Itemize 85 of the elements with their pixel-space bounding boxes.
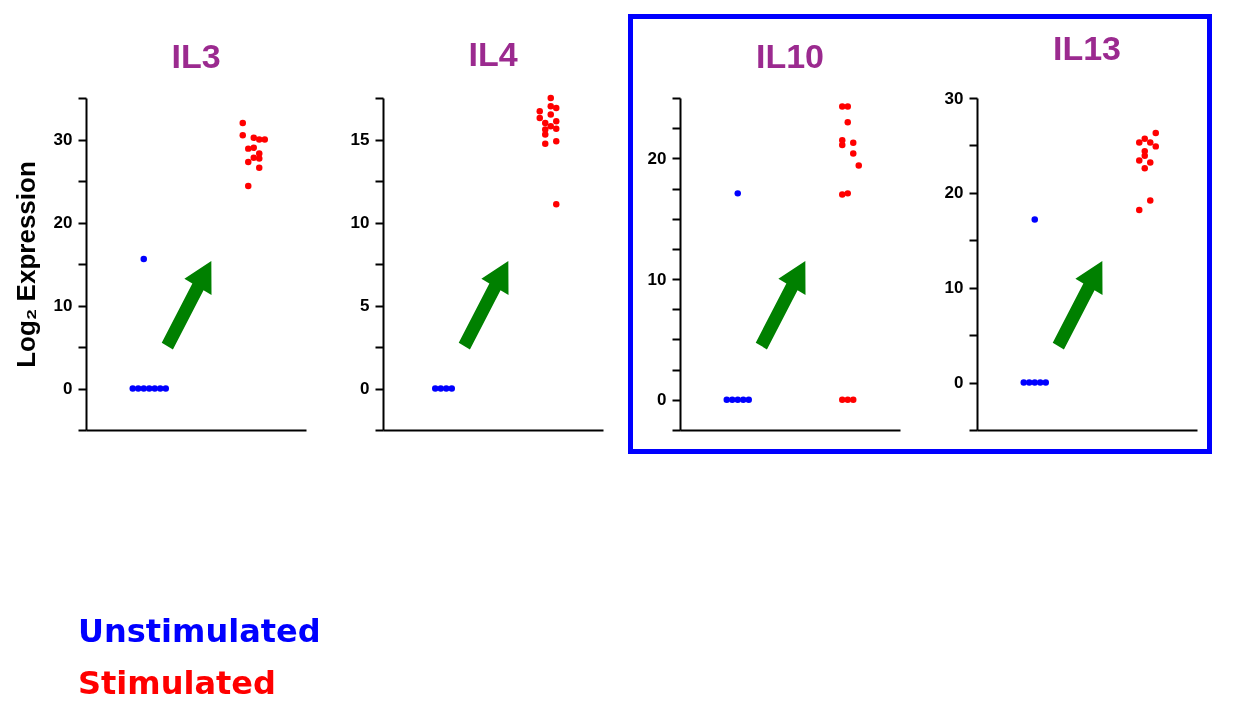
point (239, 119, 246, 127)
point (553, 125, 560, 132)
point (547, 122, 554, 130)
point (1042, 379, 1049, 386)
point (740, 396, 747, 404)
point (250, 154, 257, 161)
y-tick-label: 0 (657, 390, 667, 410)
point (734, 190, 741, 197)
y-tick-label: 10 (350, 213, 370, 232)
chart-title: IL3 (171, 37, 221, 75)
point (536, 108, 543, 115)
chart-title: IL10 (755, 37, 825, 75)
point (729, 396, 736, 404)
point (239, 132, 246, 139)
y-tick-label: 0 (954, 373, 964, 393)
point (140, 385, 147, 392)
point (553, 201, 560, 208)
point (855, 162, 862, 169)
point (448, 385, 455, 392)
y-tick-label: 0 (360, 379, 370, 398)
point (1141, 164, 1148, 172)
point (542, 140, 549, 147)
point (542, 131, 549, 138)
point (151, 385, 158, 392)
point (850, 139, 857, 146)
point (553, 104, 560, 112)
point (839, 191, 846, 198)
point (1147, 197, 1154, 204)
chart-title: IL13 (1052, 29, 1122, 67)
y-tick-label: 10 (647, 269, 667, 289)
point (250, 134, 257, 142)
point (1136, 157, 1143, 164)
point (839, 103, 846, 110)
point (745, 396, 752, 404)
point (1147, 139, 1154, 146)
y-tick-label: 20 (944, 183, 964, 203)
point (162, 385, 169, 392)
point (245, 145, 252, 152)
point (129, 385, 136, 392)
point (1147, 159, 1154, 166)
point (437, 385, 444, 392)
text: Unstimulated (78, 611, 321, 652)
point (536, 114, 543, 122)
point (261, 136, 268, 143)
point (1141, 152, 1148, 160)
point (547, 111, 554, 118)
y-tick-label: 20 (53, 213, 73, 232)
y-tick-label: 20 (647, 148, 667, 168)
point (1031, 379, 1038, 386)
chart-title: IL4 (468, 34, 518, 73)
y-tick-label: 30 (944, 88, 964, 108)
point (839, 396, 846, 404)
point (1136, 206, 1143, 214)
text: Stimulated (78, 663, 277, 704)
y-tick-label: 10 (944, 278, 964, 298)
point (844, 118, 851, 126)
point (1152, 143, 1159, 150)
point (250, 144, 257, 152)
y-tick-label: 15 (350, 130, 370, 149)
point (1141, 135, 1148, 143)
y-tick-label: 30 (53, 130, 73, 149)
y-axis-title: Log₂ Expression (10, 161, 41, 368)
point (245, 158, 252, 166)
point (542, 119, 549, 127)
point (1020, 379, 1027, 386)
point (844, 103, 851, 110)
point (256, 155, 263, 162)
y-tick-label: 0 (63, 379, 73, 398)
y-tick-label: 10 (53, 296, 73, 315)
y-tick-label: 5 (360, 296, 370, 315)
point (553, 118, 560, 125)
point (256, 164, 263, 171)
point (256, 136, 263, 143)
point (553, 137, 560, 145)
point (1031, 216, 1038, 223)
point (850, 150, 857, 157)
point (839, 141, 846, 149)
point (1152, 129, 1159, 137)
point (844, 190, 851, 197)
point (140, 255, 147, 263)
point (844, 396, 851, 404)
point (547, 94, 554, 102)
point (245, 182, 252, 190)
point (547, 103, 554, 110)
point (1136, 139, 1143, 146)
